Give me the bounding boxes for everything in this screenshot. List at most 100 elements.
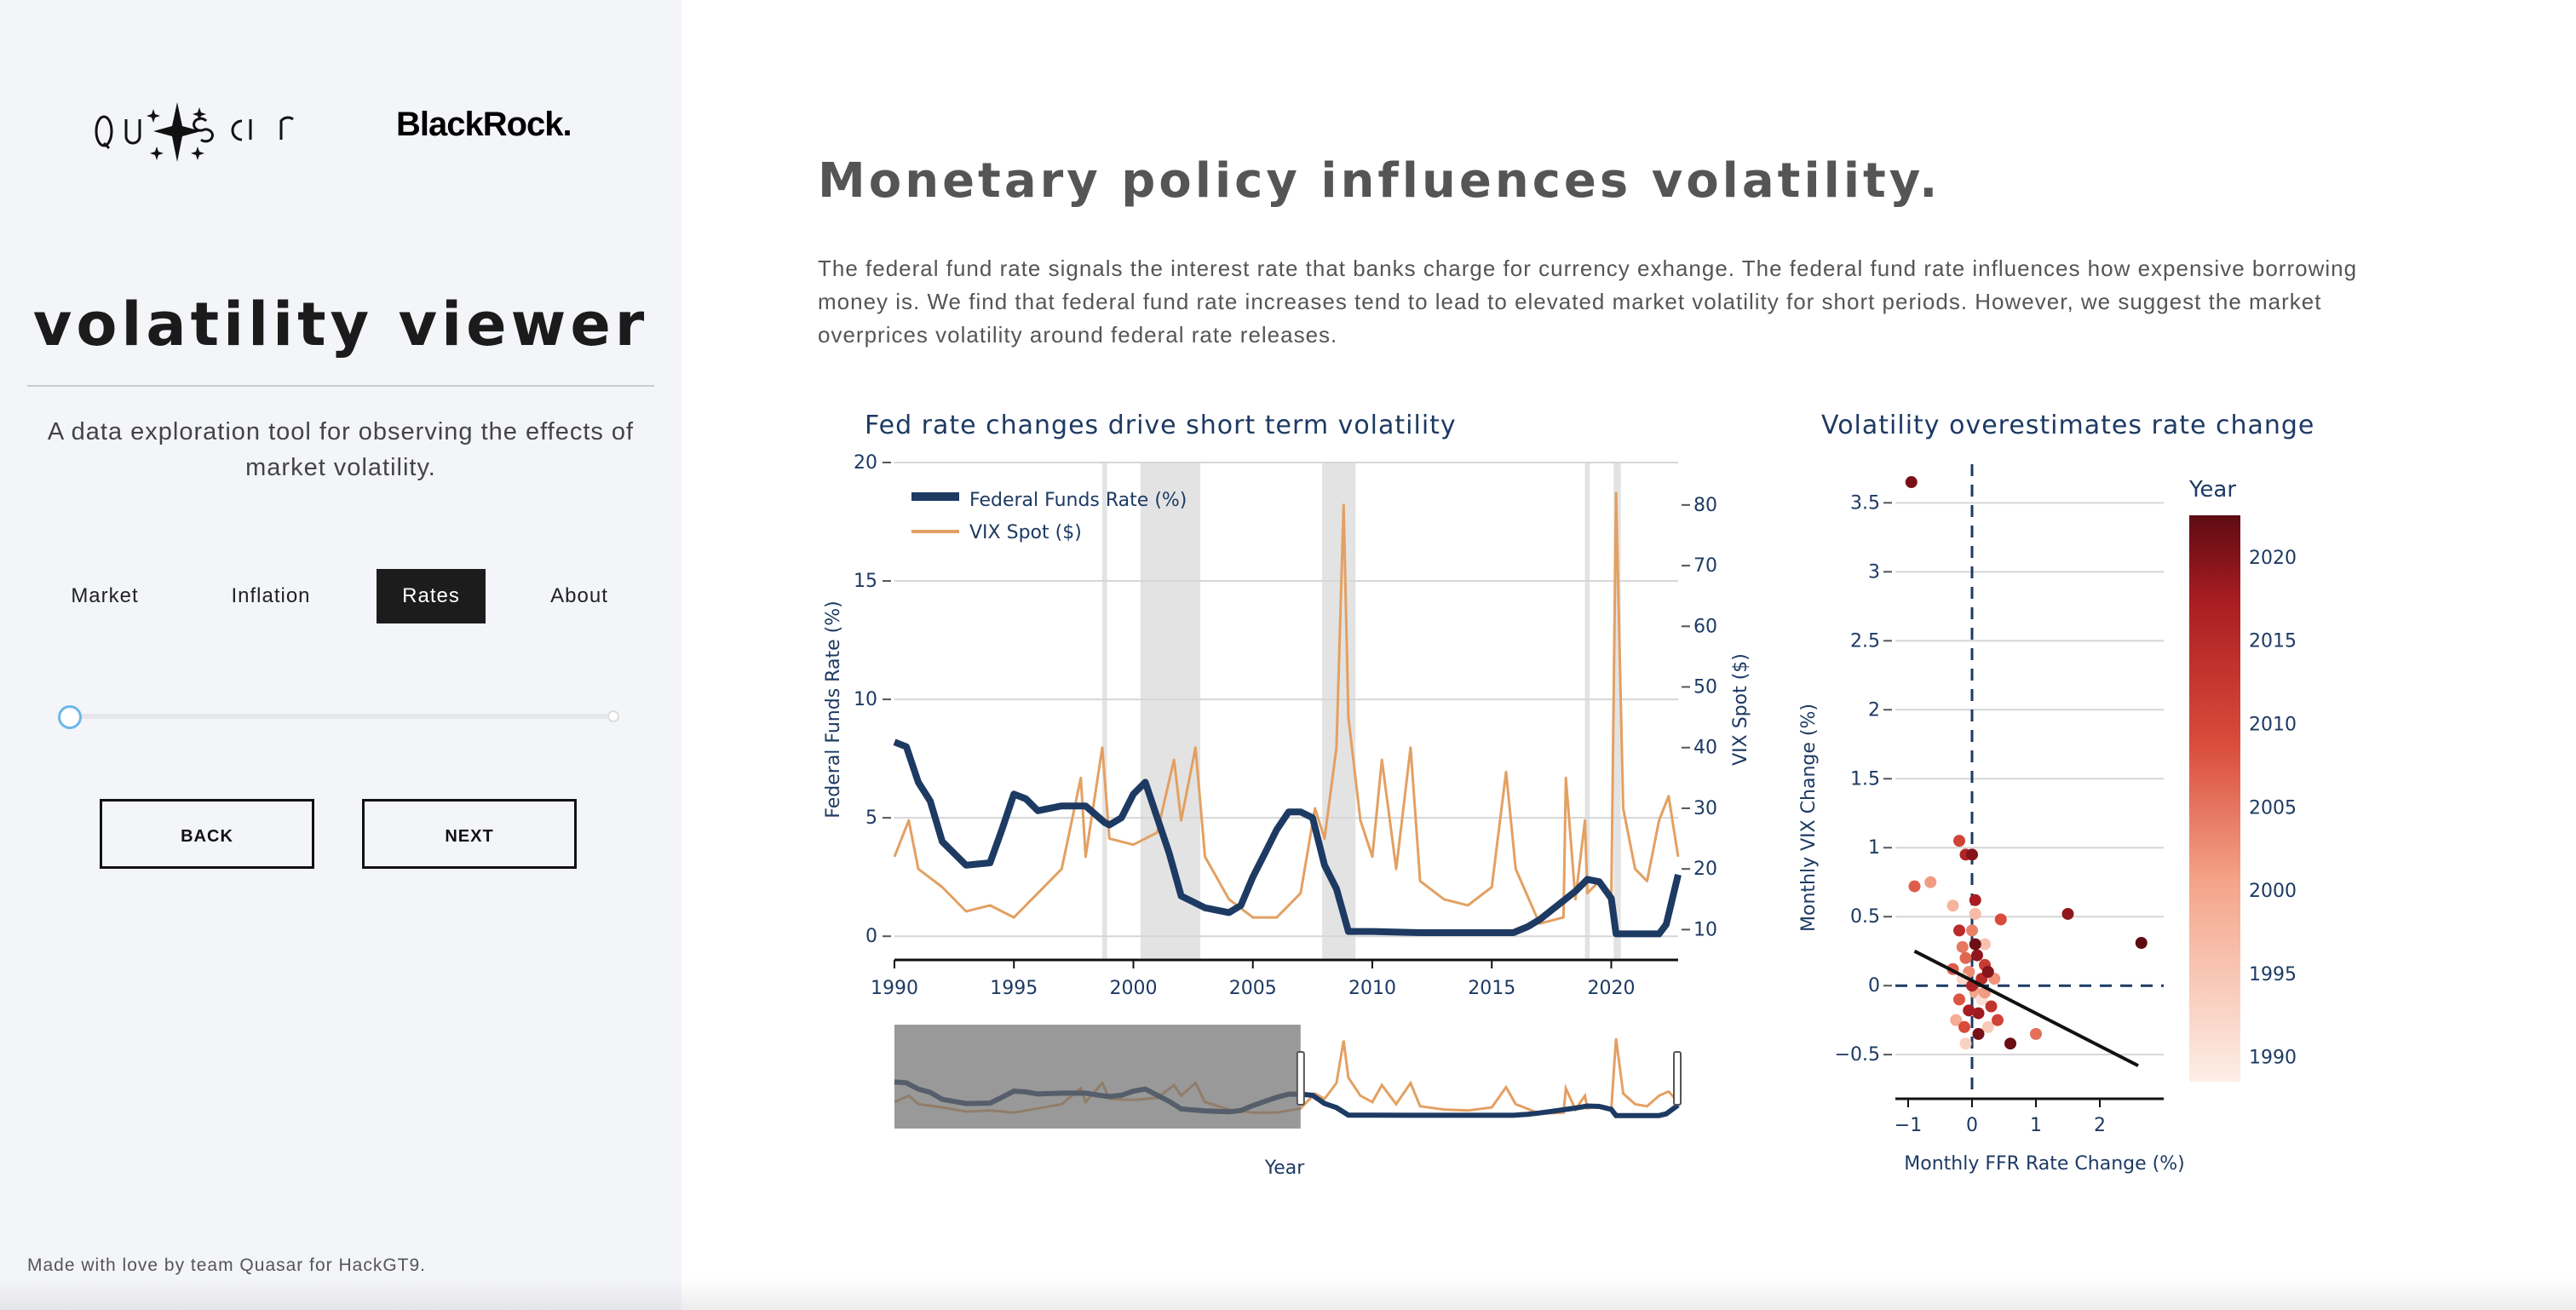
scatter-grid bbox=[1895, 464, 2164, 1099]
colorbar-tick-label: 1990 bbox=[2249, 1048, 2297, 1069]
scatter-x-tick-label: 1 bbox=[2030, 1115, 2042, 1136]
recession-bands bbox=[1102, 463, 1621, 960]
colorbar-tick-label: 2015 bbox=[2249, 631, 2297, 652]
scatter-point bbox=[1994, 913, 2007, 926]
scatter-point bbox=[2004, 1037, 2016, 1050]
recession-band bbox=[1613, 463, 1621, 960]
scatter-point bbox=[1966, 924, 1978, 937]
scatter-y-tick-label: −0.5 bbox=[1835, 1044, 1880, 1066]
scatter-point bbox=[1969, 893, 1981, 906]
x-tick-label: 2015 bbox=[1468, 978, 1515, 999]
footer-credit: Made with love by team Quasar for HackGT… bbox=[27, 1255, 426, 1275]
range-handle-right bbox=[1673, 1051, 1682, 1106]
scatter-x-axis-label: Monthly FFR Rate Change (%) bbox=[1904, 1153, 2184, 1175]
y2-tick-label: 40 bbox=[1693, 738, 1717, 759]
scatter-trendline bbox=[1913, 949, 2139, 1067]
line-chart-grid bbox=[894, 462, 1678, 938]
scatter-point bbox=[1908, 880, 1921, 893]
scatter-point bbox=[1985, 1000, 1998, 1013]
scatter-point bbox=[1969, 907, 1981, 920]
x-axis-label: Year bbox=[1264, 1158, 1306, 1179]
y2-tick-label: 30 bbox=[1693, 798, 1717, 819]
y-tick-label: 5 bbox=[865, 807, 877, 829]
x-tick-label: 2020 bbox=[1587, 978, 1635, 999]
scatter-x-tick-label: 0 bbox=[1966, 1115, 1978, 1136]
page-title: Monetary policy influences volatility. bbox=[818, 153, 1941, 209]
scatter-x-tick-label: 2 bbox=[2094, 1115, 2106, 1136]
recession-band bbox=[1140, 463, 1201, 960]
recession-band bbox=[1322, 463, 1356, 960]
y2-tick-label: 60 bbox=[1693, 616, 1717, 637]
scatter-point bbox=[1981, 1020, 1994, 1033]
scatter-point bbox=[1953, 835, 1965, 847]
line-chart-y2-ticks: 10 20 30 40 50 60 70 80 bbox=[1682, 495, 1717, 940]
tab-about[interactable]: About bbox=[550, 584, 608, 607]
colorbar-tick-label: 2020 bbox=[2249, 548, 2297, 569]
page-description: The federal fund rate signals the intere… bbox=[818, 256, 2358, 348]
scatter-point bbox=[1946, 899, 1959, 912]
scatter-x-tick-label: −1 bbox=[1895, 1115, 1922, 1136]
line-chart-x-ticks: 1990 1995 2000 2005 2010 2015 2020 bbox=[871, 958, 1678, 999]
y-axis-label: Federal Funds Rate (%) bbox=[823, 600, 844, 818]
legend-label-vix: VIX Spot ($) bbox=[969, 522, 1082, 543]
scatter-y-tick-label: 1.5 bbox=[1850, 768, 1880, 790]
vix-line bbox=[893, 491, 1680, 925]
recession-band bbox=[1102, 463, 1107, 960]
y2-tick-label: 80 bbox=[1693, 495, 1717, 516]
scatter-point bbox=[1959, 1037, 1972, 1050]
y2-axis-label: VIX Spot ($) bbox=[1730, 653, 1751, 766]
scatter-y-tick-label: 3.5 bbox=[1850, 492, 1880, 514]
scatter-point bbox=[1924, 876, 1937, 888]
scatter-point bbox=[1972, 1027, 1985, 1040]
scatter-point bbox=[1953, 924, 1965, 937]
scatter-point bbox=[1950, 1014, 1963, 1026]
scatter-y-tick-label: 1 bbox=[1868, 837, 1880, 859]
tab-inflation[interactable]: Inflation bbox=[231, 584, 311, 607]
y-tick-label: 15 bbox=[854, 571, 877, 592]
legend-swatch-ffr bbox=[911, 492, 959, 501]
scatter-point bbox=[1959, 951, 1972, 964]
scatter-y-axis-label: Monthly VIX Change (%) bbox=[1798, 704, 1820, 932]
legend-label-ffr: Federal Funds Rate (%) bbox=[969, 490, 1187, 511]
scatter-point bbox=[1963, 1004, 1975, 1017]
recession-band bbox=[1584, 463, 1590, 960]
scatter-y-tick-label: 2.5 bbox=[1850, 630, 1880, 652]
scatter-point bbox=[1981, 966, 1994, 978]
x-tick-label: 2010 bbox=[1348, 978, 1396, 999]
scatter-point bbox=[1969, 938, 1981, 951]
scatter-chart-title: Volatility overestimates rate change bbox=[1821, 411, 2314, 440]
y-tick-label: 20 bbox=[854, 452, 877, 474]
next-button[interactable]: NEXT bbox=[362, 799, 577, 869]
bottom-shadow bbox=[0, 1278, 2576, 1310]
scatter-point bbox=[1972, 1007, 1985, 1020]
y2-tick-label: 70 bbox=[1693, 555, 1717, 577]
range-selector[interactable] bbox=[894, 1025, 1682, 1129]
back-button[interactable]: BACK bbox=[100, 799, 314, 869]
y2-tick-label: 50 bbox=[1693, 677, 1717, 698]
time-slider-track[interactable] bbox=[68, 714, 613, 719]
trend-line bbox=[1913, 949, 2139, 1067]
y2-tick-label: 20 bbox=[1693, 859, 1717, 880]
scatter-point bbox=[1979, 938, 1991, 951]
scatter-y-tick-label: 0 bbox=[1868, 975, 1880, 997]
tab-market[interactable]: Market bbox=[71, 584, 139, 607]
scatter-x-ticks: −1 0 1 2 bbox=[1895, 1097, 2164, 1136]
line-chart-legend[interactable]: Federal Funds Rate (%) VIX Spot ($) bbox=[911, 490, 1187, 543]
legend-swatch-vix bbox=[911, 530, 959, 533]
tab-rates[interactable]: Rates bbox=[377, 569, 486, 623]
line-chart-series bbox=[893, 491, 1682, 938]
scatter-point bbox=[1953, 993, 1965, 1006]
x-tick-label: 1995 bbox=[990, 978, 1038, 999]
blackrock-logo: BlackRock. bbox=[396, 106, 572, 143]
colorbar-title: Year bbox=[2188, 477, 2236, 503]
colorbar bbox=[2189, 515, 2240, 1082]
colorbar-ticks: 1990 1995 2000 2005 2010 2015 2020 bbox=[2249, 548, 2297, 1069]
x-tick-label: 2005 bbox=[1229, 978, 1277, 999]
scatter-point bbox=[1956, 940, 1969, 953]
app-title: volatility viewer bbox=[32, 290, 649, 359]
scatter-point bbox=[1992, 1014, 2004, 1026]
x-tick-label: 2000 bbox=[1109, 978, 1157, 999]
time-slider-handle[interactable] bbox=[58, 705, 82, 729]
scatter-y-ticks: −0.5 0 0.5 1 1.5 2 2.5 3 3.5 bbox=[1835, 492, 1892, 1066]
